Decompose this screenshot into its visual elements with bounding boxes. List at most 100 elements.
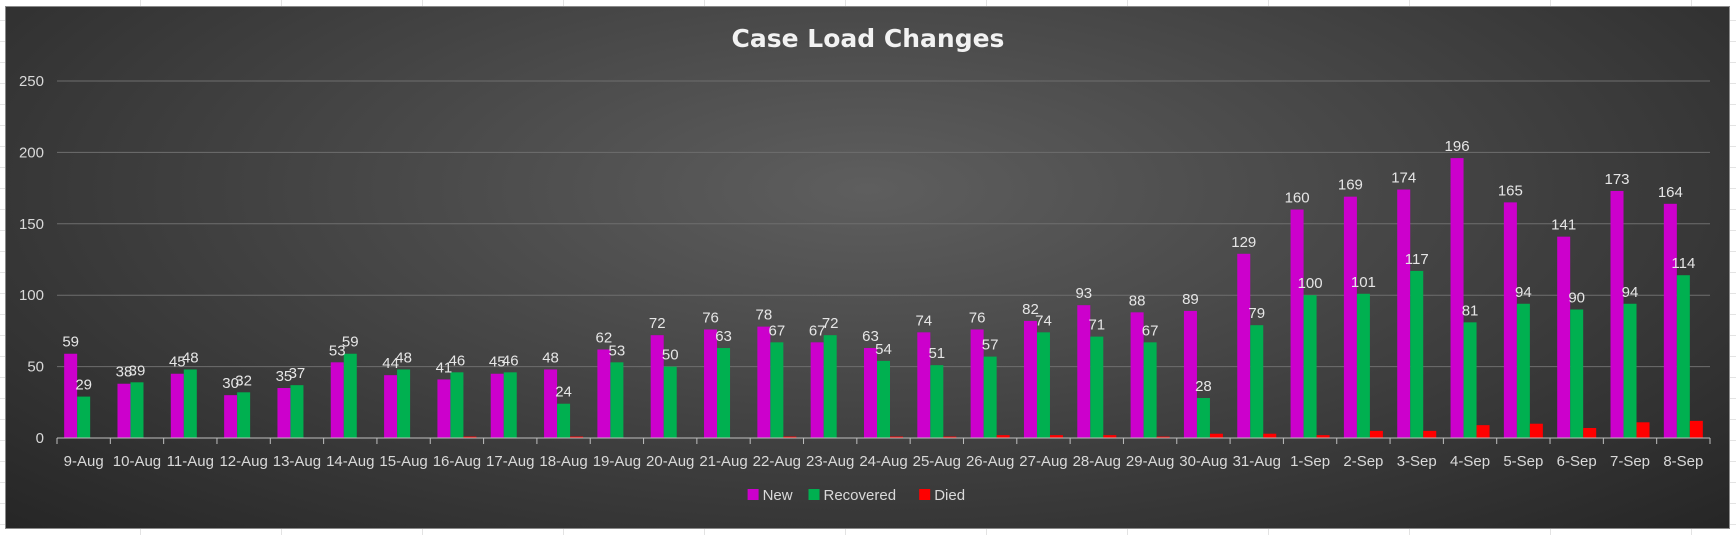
bar-recovered[interactable]	[557, 403, 571, 438]
bar-new[interactable]	[757, 326, 771, 438]
bar-recovered[interactable]	[770, 342, 784, 438]
bar-new[interactable]	[1450, 158, 1464, 438]
bar-died[interactable]	[463, 436, 477, 438]
bar-new[interactable]	[384, 375, 398, 438]
bar-died[interactable]	[1103, 435, 1117, 438]
bar-new[interactable]	[1130, 312, 1144, 438]
bar-died[interactable]	[1636, 422, 1650, 438]
bar-died[interactable]	[1263, 433, 1277, 438]
bar-new[interactable]	[64, 353, 78, 438]
bar-died[interactable]	[1369, 430, 1383, 438]
bar-recovered[interactable]	[397, 369, 411, 438]
data-label-new: 169	[1338, 177, 1363, 194]
bar-recovered[interactable]	[610, 362, 624, 438]
bar-recovered[interactable]	[1410, 270, 1424, 438]
bar-new[interactable]	[117, 383, 131, 438]
bar-new[interactable]	[1183, 310, 1197, 438]
bar-new[interactable]	[970, 329, 984, 438]
bar-died[interactable]	[943, 436, 957, 438]
bar-new[interactable]	[490, 373, 504, 438]
x-tick-label: 15-Aug	[379, 453, 427, 470]
bar-died[interactable]	[1583, 428, 1597, 438]
bar-new[interactable]	[704, 329, 718, 438]
bar-died[interactable]	[1049, 435, 1063, 438]
bar-recovered[interactable]	[1143, 342, 1157, 438]
bar-recovered[interactable]	[1196, 398, 1210, 438]
bar-recovered[interactable]	[1090, 336, 1104, 438]
x-tick-label: 27-Aug	[1019, 453, 1067, 470]
bar-recovered[interactable]	[1250, 325, 1264, 438]
bar-new[interactable]	[437, 379, 451, 438]
bar-died[interactable]	[1689, 420, 1703, 438]
data-label-new: 48	[542, 349, 559, 366]
bar-died[interactable]	[1423, 430, 1437, 438]
bar-new[interactable]	[810, 342, 824, 438]
bar-recovered[interactable]	[503, 372, 517, 438]
bar-recovered[interactable]	[1463, 322, 1477, 438]
bar-recovered[interactable]	[343, 353, 357, 438]
bar-new[interactable]	[864, 348, 877, 438]
bar-died[interactable]	[570, 436, 584, 438]
bar-recovered[interactable]	[823, 335, 837, 438]
bar-recovered[interactable]	[1623, 303, 1637, 438]
bar-died[interactable]	[1316, 435, 1330, 438]
bar-died[interactable]	[1209, 433, 1223, 438]
bar-recovered[interactable]	[983, 356, 997, 438]
bar-new[interactable]	[1077, 305, 1091, 438]
bar-new[interactable]	[1397, 189, 1411, 438]
x-tick-label: 25-Aug	[913, 453, 961, 470]
bar-died[interactable]	[783, 436, 797, 438]
chart-title: Case Load Changes	[732, 24, 1005, 53]
bar-new[interactable]	[1023, 320, 1037, 438]
legend-item-died[interactable]: Died	[919, 487, 965, 504]
bar-new[interactable]	[330, 362, 344, 438]
bar-recovered[interactable]	[237, 392, 251, 438]
data-label-recovered: 67	[1142, 322, 1159, 339]
bar-recovered[interactable]	[1516, 303, 1530, 438]
bar-new[interactable]	[597, 349, 611, 438]
data-label-recovered: 67	[769, 322, 786, 339]
bar-died[interactable]	[1156, 436, 1170, 438]
bar-new[interactable]	[1610, 190, 1624, 438]
bar-recovered[interactable]	[877, 360, 890, 438]
x-tick-label: 28-Aug	[1073, 453, 1121, 470]
bar-new[interactable]	[1503, 202, 1517, 438]
data-label-new: 76	[969, 309, 986, 326]
bar-recovered[interactable]	[290, 385, 304, 438]
bar-recovered[interactable]	[1676, 275, 1690, 438]
bar-died[interactable]	[890, 436, 903, 438]
bar-new[interactable]	[650, 335, 664, 438]
data-label-new: 164	[1658, 184, 1683, 201]
x-tick-label: 20-Aug	[646, 453, 694, 470]
bar-recovered[interactable]	[930, 365, 944, 438]
bar-new[interactable]	[277, 388, 291, 438]
bar-new[interactable]	[544, 369, 558, 438]
bar-recovered[interactable]	[183, 369, 197, 438]
bar-recovered[interactable]	[663, 366, 677, 438]
bar-recovered[interactable]	[450, 372, 464, 438]
legend-item-new[interactable]: New	[747, 487, 793, 504]
bar-new[interactable]	[917, 332, 931, 438]
bar-died[interactable]	[1529, 423, 1543, 438]
bar-recovered[interactable]	[77, 396, 91, 438]
bar-died[interactable]	[1476, 425, 1490, 438]
bar-recovered[interactable]	[1303, 295, 1317, 438]
bar-new[interactable]	[224, 395, 238, 438]
bar-recovered[interactable]	[1570, 309, 1584, 438]
bar-new[interactable]	[170, 373, 184, 438]
legend-item-recovered[interactable]: Recovered	[808, 487, 897, 504]
bar-recovered[interactable]	[1356, 293, 1370, 438]
bar-new[interactable]	[1557, 236, 1571, 438]
bar-recovered[interactable]	[717, 348, 731, 438]
bar-new[interactable]	[1343, 196, 1357, 438]
chart-area[interactable]	[5, 6, 1730, 529]
x-tick-label: 30-Aug	[1179, 453, 1227, 470]
bar-new[interactable]	[1237, 253, 1251, 438]
bar-recovered[interactable]	[130, 382, 144, 438]
bar-new[interactable]	[1290, 209, 1304, 438]
bar-died[interactable]	[996, 435, 1010, 438]
bar-new[interactable]	[1663, 203, 1677, 438]
data-label-new: 72	[649, 315, 666, 332]
bar-recovered[interactable]	[1036, 332, 1050, 438]
